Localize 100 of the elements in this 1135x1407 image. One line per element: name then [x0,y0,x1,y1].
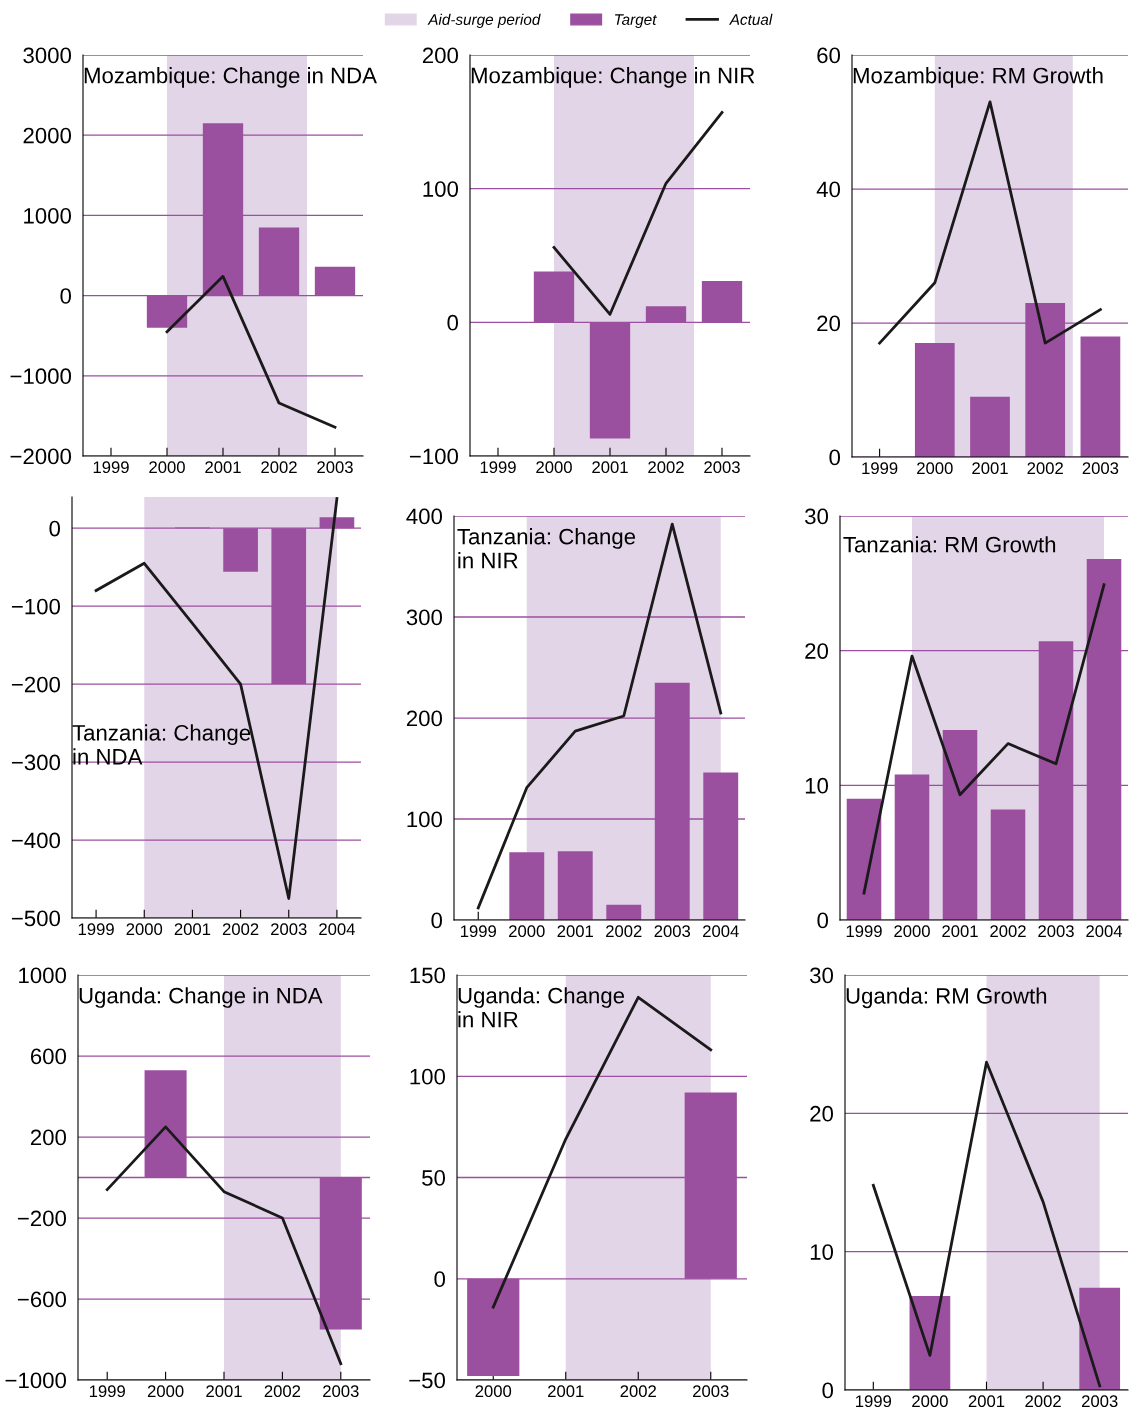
y-tick-label: 0 [822,1382,834,1399]
x-tick-label: 2001 [206,1385,242,1398]
x-tick-label: 2003 [271,923,307,936]
legend-label: Target [615,14,657,28]
line-series [552,111,724,316]
y-tick-label: −1000 [10,368,72,385]
y-tick-label: 30 [805,508,829,525]
x-tick-label: 2002 [222,923,259,936]
y-tick-label: 60 [817,47,841,64]
y-tick-label: 30 [810,967,834,984]
x-tick-label: 2000 [509,925,545,938]
y-tick-label: 400 [406,508,443,525]
y-tick-label: 300 [406,609,443,626]
y-tick-label: 200 [422,47,459,64]
y-tick-label: −100 [409,448,459,465]
y-tick-label: 10 [810,1244,834,1260]
y-tick-label: 0 [829,449,841,466]
y-tick-label: −2000 [10,448,72,465]
x-tick-label: 2002 [648,461,684,474]
legend-label: Aid-surge period [427,13,541,28]
x-tick-label: 2002 [620,1385,656,1398]
x-tick-label: 2002 [1025,1395,1061,1407]
x-tick-label: 2003 [704,461,740,474]
y-tick-label: 1000 [19,967,67,984]
x-tick-label: 1999 [846,925,882,938]
line-series [105,1125,343,1366]
y-tick-label: −50 [409,1372,446,1389]
text: Mozambique: Change in NDA [84,67,377,88]
line-series [862,583,1106,895]
x-tick-label: 1999 [78,923,114,936]
y-tick-label: −100 [11,598,61,615]
text: Mozambique: Change in NIR [471,67,755,88]
bar [914,343,955,457]
y-tick-label: 0 [434,1271,446,1288]
y-tick-label: 0 [431,912,443,929]
x-tick-label: 2001 [972,462,1008,475]
bar [990,809,1026,920]
x-tick-label: 2000 [147,1385,184,1398]
y-tick-label: −200 [11,676,61,693]
bar [1080,336,1121,457]
text: Uganda: RM Growth [846,987,1047,1009]
y-tick-label: 200 [406,710,443,727]
y-tick-label: 2000 [23,127,72,144]
y-tick-label: 100 [410,1068,446,1085]
y-tick-label: 0 [447,314,459,331]
x-tick-label: 2001 [205,461,241,474]
x-tick-label: 2001 [548,1385,584,1398]
text: Tanzania: RM Growth [843,536,1056,553]
x-tick-label: 1999 [862,462,898,475]
x-tick-label: 2001 [174,923,211,936]
bar [557,851,593,920]
y-tick-label: 0 [817,912,829,929]
x-tick-label: 2001 [942,925,978,938]
y-tick-label: 150 [410,967,446,984]
x-tick-label: 2002 [990,925,1026,938]
x-tick-label: 1999 [460,925,496,938]
text: Mozambique: RM Growth [853,67,1103,88]
y-tick-label: 1000 [24,207,72,224]
y-tick-label: 0 [60,288,72,304]
x-tick-label: 2000 [475,1385,512,1398]
x-tick-label: 2004 [1086,925,1123,938]
x-tick-label: 1999 [93,461,129,474]
x-tick-label: 2003 [1038,925,1074,938]
y-tick-label: 100 [423,181,459,197]
x-tick-label: 2003 [1082,1395,1118,1407]
x-tick-label: 2002 [261,461,297,474]
x-tick-label: 2000 [536,461,572,474]
x-tick-label: 2003 [323,1385,359,1398]
x-tick-label: 1999 [856,1395,892,1407]
x-tick-label: 2002 [606,925,642,938]
x-tick-label: 2004 [319,923,355,936]
x-tick-label: 2001 [592,461,628,474]
y-tick-label: 0 [49,520,61,537]
bar [846,798,882,920]
y-tick-label: 20 [817,315,841,332]
x-tick-label: 2002 [1027,462,1063,475]
x-tick-label: 2002 [264,1385,301,1398]
y-tick-label: 600 [30,1048,67,1065]
y-tick-label: −400 [11,832,61,849]
text: Uganda: Change in NDA [79,987,323,1008]
y-tick-label: 40 [816,181,841,198]
y-tick-label: 10 [805,777,829,794]
x-tick-label: 2004 [703,925,739,938]
x-tick-label: 1999 [480,461,516,474]
y-tick-label: −200 [17,1210,67,1227]
y-tick-label: 3000 [23,47,72,64]
x-tick-label: 2003 [1082,462,1119,475]
y-tick-label: 50 [422,1170,446,1186]
bar [606,904,642,920]
x-tick-label: 2000 [894,925,930,938]
text: Uganda: Change in NIR [458,987,625,1028]
x-tick-label: 2001 [968,1395,1005,1407]
line-series [165,274,337,429]
legend-label: Actual [729,13,773,25]
x-tick-label: 2003 [317,461,353,474]
y-tick-label: 100 [407,811,443,828]
line-series [878,100,1102,345]
x-tick-label: 1999 [89,1385,125,1398]
line-series [871,1060,1102,1388]
y-tick-label: 20 [805,643,829,659]
